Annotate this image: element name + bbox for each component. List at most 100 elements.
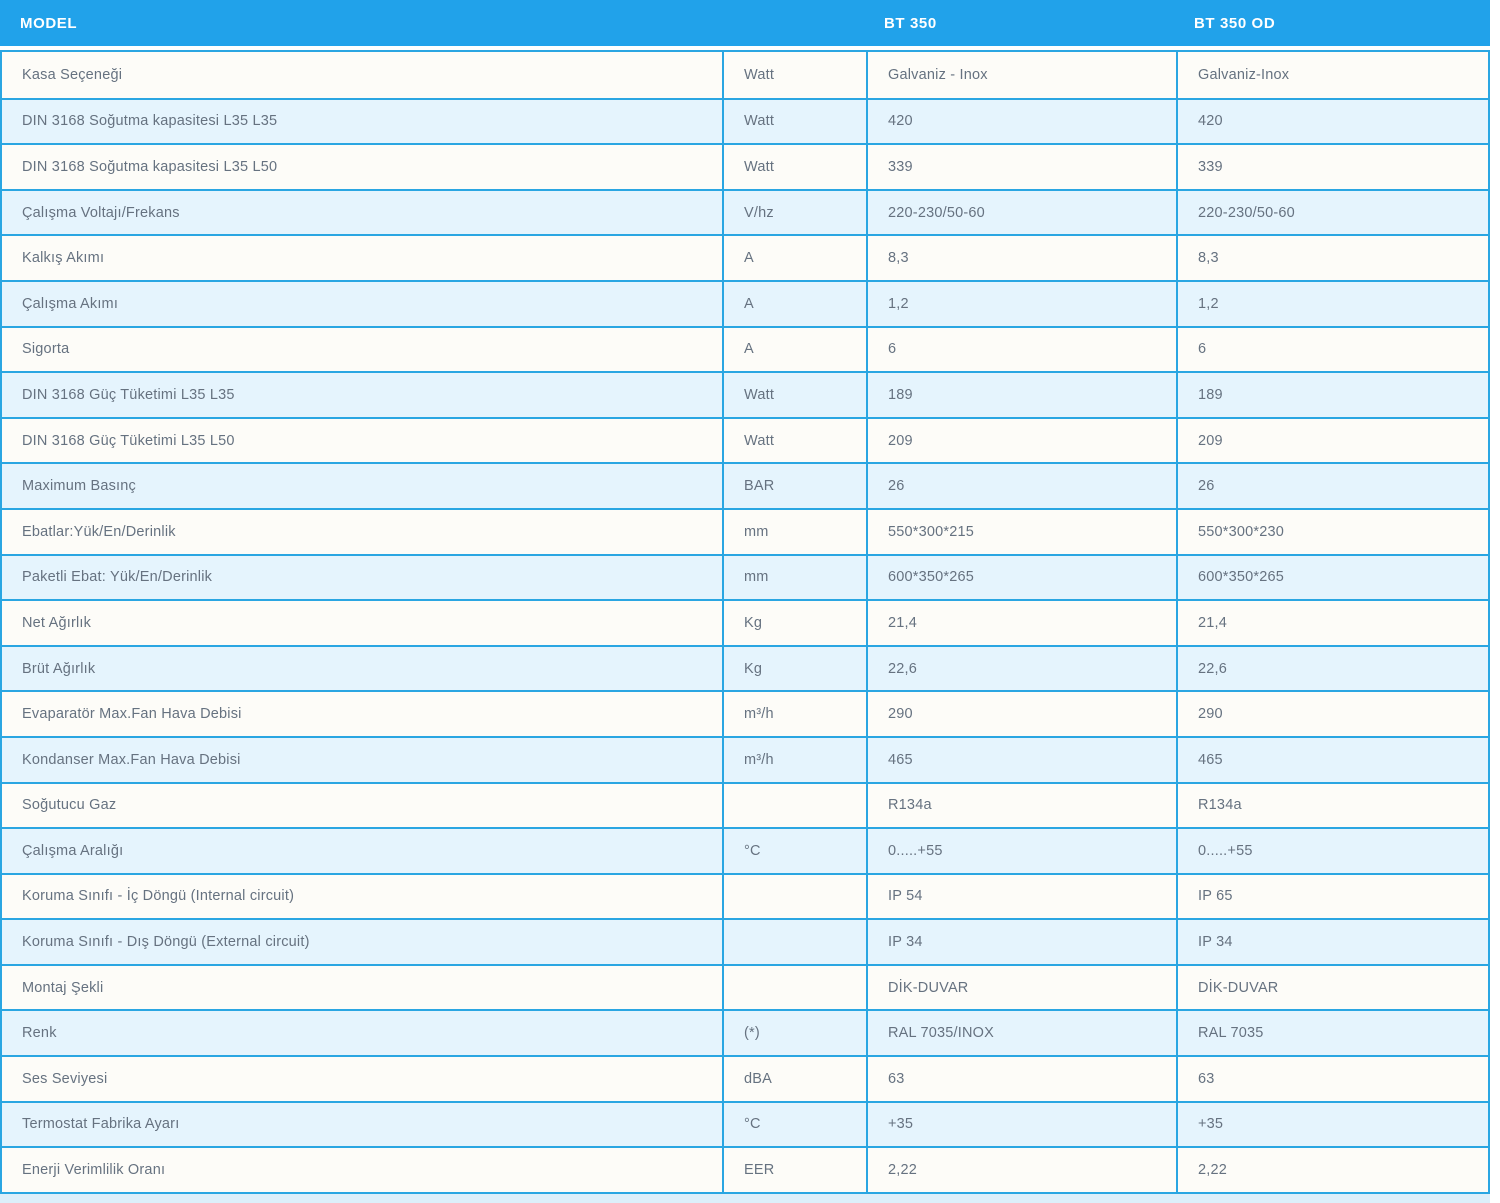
row-value-bt350: 220-230/50-60	[866, 190, 1176, 235]
row-value-bt350od: 8,3	[1176, 236, 1488, 280]
row-unit: Kg	[722, 601, 866, 645]
spec-row: Koruma Sınıfı - İç Döngü (Internal circu…	[2, 872, 1488, 919]
row-label: Soğutucu Gaz	[22, 797, 117, 814]
row-value-bt350od: IP 65	[1176, 874, 1488, 919]
spec-row: Koruma Sınıfı - Dış Döngü (External circ…	[2, 918, 1488, 964]
row-label: Montaj Şekli	[22, 979, 104, 996]
row-value-bt350od: 209	[1176, 418, 1488, 463]
row-unit: Kg	[722, 646, 866, 691]
row-label: Kasa Seçeneği	[22, 66, 123, 83]
row-value-bt350od: 22,6	[1176, 646, 1488, 691]
row-unit: m³/h	[722, 692, 866, 736]
spec-row: Evaparatör Max.Fan Hava Debisi m³/h 290 …	[2, 690, 1488, 736]
row-unit	[722, 783, 866, 828]
spec-row: Ses Seviyesi dBA 63 63	[2, 1055, 1488, 1101]
row-unit: A	[722, 327, 866, 372]
row-label: Sigorta	[22, 341, 70, 358]
spec-row: DIN 3168 Güç Tüketimi L35 L35 Watt 189 1…	[2, 371, 1488, 417]
row-label: Paketli Ebat: Yük/En/Derinlik	[22, 569, 213, 586]
spec-row: Enerji Verimlilik Oranı EER 2,22 2,22	[2, 1146, 1488, 1192]
spec-row: Kalkış Akımı A 8,3 8,3	[2, 234, 1488, 280]
row-value-bt350od: 63	[1176, 1057, 1488, 1101]
row-label: Evaparatör Max.Fan Hava Debisi	[22, 706, 242, 723]
row-label: Brüt Ağırlık	[22, 660, 96, 677]
row-value-bt350od: 0.....+55	[1176, 829, 1488, 873]
spec-row: Maximum Basınç BAR 26 26	[2, 462, 1488, 508]
row-unit: Watt	[722, 145, 866, 189]
row-value-bt350: 465	[866, 737, 1176, 782]
spec-row: Sigorta A 6 6	[2, 325, 1488, 372]
row-unit: °C	[722, 829, 866, 873]
row-value-bt350od: 2,22	[1176, 1148, 1488, 1192]
row-value-bt350od: 420	[1176, 99, 1488, 144]
header-model: MODEL	[20, 14, 78, 32]
row-label: DIN 3168 Soğutma kapasitesi L35 L35	[22, 113, 278, 130]
table-header-row: MODEL BT 350 BT 350 OD	[0, 0, 1490, 46]
row-unit: EER	[722, 1148, 866, 1192]
spec-row: DIN 3168 Soğutma kapasitesi L35 L35 Watt…	[2, 97, 1488, 144]
row-value-bt350od: DİK-DUVAR	[1176, 965, 1488, 1010]
row-value-bt350od: RAL 7035	[1176, 1011, 1488, 1056]
spec-row: Brüt Ağırlık Kg 22,6 22,6	[2, 644, 1488, 691]
row-label: Çalışma Aralığı	[22, 842, 124, 859]
row-value-bt350: DİK-DUVAR	[866, 965, 1176, 1010]
row-unit: A	[722, 236, 866, 280]
row-unit	[722, 965, 866, 1010]
row-value-bt350od: IP 34	[1176, 920, 1488, 964]
row-label: Termostat Fabrika Ayarı	[22, 1116, 180, 1133]
row-label: Koruma Sınıfı - İç Döngü (Internal circu…	[22, 888, 295, 905]
row-value-bt350: 2,22	[866, 1148, 1176, 1192]
row-value-bt350: 0.....+55	[866, 829, 1176, 873]
row-unit: Watt	[722, 373, 866, 417]
spec-row: Kondanser Max.Fan Hava Debisi m³/h 465 4…	[2, 735, 1488, 782]
row-value-bt350od: 290	[1176, 692, 1488, 736]
header-body-divider	[0, 46, 1492, 50]
row-unit: (*)	[722, 1011, 866, 1056]
row-value-bt350: 600*350*265	[866, 555, 1176, 600]
row-value-bt350od: +35	[1176, 1102, 1488, 1147]
row-value-bt350: R134a	[866, 783, 1176, 828]
row-value-bt350: 209	[866, 418, 1176, 463]
row-label: Net Ağırlık	[22, 614, 92, 631]
row-value-bt350: +35	[866, 1102, 1176, 1147]
row-label: Koruma Sınıfı - Dış Döngü (External circ…	[22, 934, 310, 951]
spec-row: Paketli Ebat: Yük/En/Derinlik mm 600*350…	[2, 553, 1488, 600]
row-value-bt350od: 6	[1176, 327, 1488, 372]
row-value-bt350od: R134a	[1176, 783, 1488, 828]
row-value-bt350od: 26	[1176, 464, 1488, 508]
row-unit	[722, 920, 866, 964]
spec-row: DIN 3168 Güç Tüketimi L35 L50 Watt 209 2…	[2, 416, 1488, 463]
row-unit: Watt	[722, 99, 866, 144]
row-label: Çalışma Akımı	[22, 295, 119, 312]
row-value-bt350od: 600*350*265	[1176, 555, 1488, 600]
row-unit: V/hz	[722, 190, 866, 235]
spec-row: Çalışma Aralığı °C 0.....+55 0.....+55	[2, 827, 1488, 873]
row-value-bt350: 63	[866, 1057, 1176, 1101]
row-label: Maximum Basınç	[22, 478, 136, 495]
row-value-bt350: 26	[866, 464, 1176, 508]
row-unit: A	[722, 281, 866, 326]
row-unit: Watt	[722, 52, 866, 98]
spec-row: Çalışma Voltajı/Frekans V/hz 220-230/50-…	[2, 188, 1488, 235]
spec-row: Renk (*) RAL 7035/INOX RAL 7035	[2, 1009, 1488, 1056]
row-value-bt350od: 550*300*230	[1176, 509, 1488, 554]
row-value-bt350od: 21,4	[1176, 601, 1488, 645]
row-value-bt350: 290	[866, 692, 1176, 736]
bottom-background-strip	[0, 1193, 1490, 1203]
row-value-bt350od: 189	[1176, 373, 1488, 417]
row-unit: m³/h	[722, 737, 866, 782]
row-unit: dBA	[722, 1057, 866, 1101]
row-label: DIN 3168 Soğutma kapasitesi L35 L50	[22, 158, 278, 175]
row-label: DIN 3168 Güç Tüketimi L35 L35	[22, 386, 235, 403]
spec-row: Net Ağırlık Kg 21,4 21,4	[2, 599, 1488, 645]
row-label: Kalkış Akımı	[22, 250, 105, 267]
table-body: Kasa Seçeneği Watt Galvaniz - Inox Galva…	[0, 50, 1490, 1194]
row-value-bt350: IP 34	[866, 920, 1176, 964]
row-label: Ses Seviyesi	[22, 1070, 108, 1087]
row-value-bt350: IP 54	[866, 874, 1176, 919]
row-label: Ebatlar:Yük/En/Derinlik	[22, 523, 176, 540]
row-label: Renk	[22, 1025, 57, 1042]
header-bt350: BT 350	[884, 14, 937, 32]
row-value-bt350: 189	[866, 373, 1176, 417]
row-unit: °C	[722, 1102, 866, 1147]
